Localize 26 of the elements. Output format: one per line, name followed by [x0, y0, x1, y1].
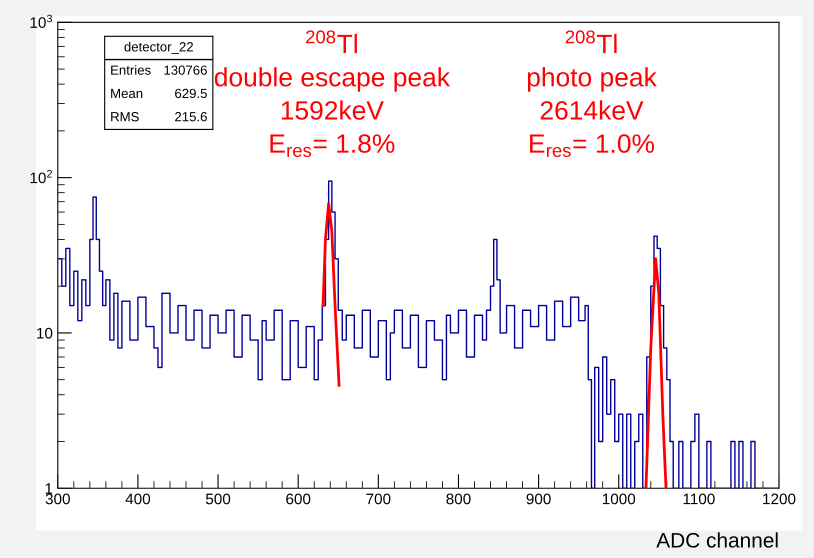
y-tick-label: 1 [46, 483, 52, 494]
annotation: detector_22 [124, 42, 193, 54]
annotation: Mean [111, 88, 142, 98]
x-tick-label: 1200 [763, 494, 796, 504]
x-tick-label: 1000 [602, 494, 636, 504]
annotation: 629.5 [175, 88, 207, 98]
annotation: 215.6 [175, 112, 207, 122]
x-axis-title: ADC channel [656, 532, 778, 548]
x-tick-label: 500 [206, 494, 230, 504]
annotation: $^{208}$Tl photo peak 2614keV E$_{res}$= 1.0% [528, 30, 657, 158]
x-tick-label: 900 [526, 494, 551, 504]
annotation: RMS [111, 112, 139, 122]
x-tick-label: 300 [46, 494, 70, 504]
x-tick-label: 400 [126, 494, 150, 504]
line-series [322, 202, 340, 387]
line-series [644, 257, 668, 488]
x-tick-label: 600 [286, 494, 310, 504]
annotation: $^{208}$Tl double escape peak 1592keV E$_{res}$= 1.8% [214, 30, 450, 158]
annotation: Entries [111, 65, 151, 75]
y-tick-label: 10$^{3}$ [30, 14, 52, 28]
y-tick-label: 10 [37, 328, 52, 339]
annotation: 130766 [164, 65, 207, 75]
y-tick-label: 10$^{2}$ [30, 170, 52, 184]
x-tick-label: 1100 [684, 494, 715, 504]
x-tick-label: 700 [366, 494, 390, 504]
x-tick-label: 800 [446, 494, 471, 504]
